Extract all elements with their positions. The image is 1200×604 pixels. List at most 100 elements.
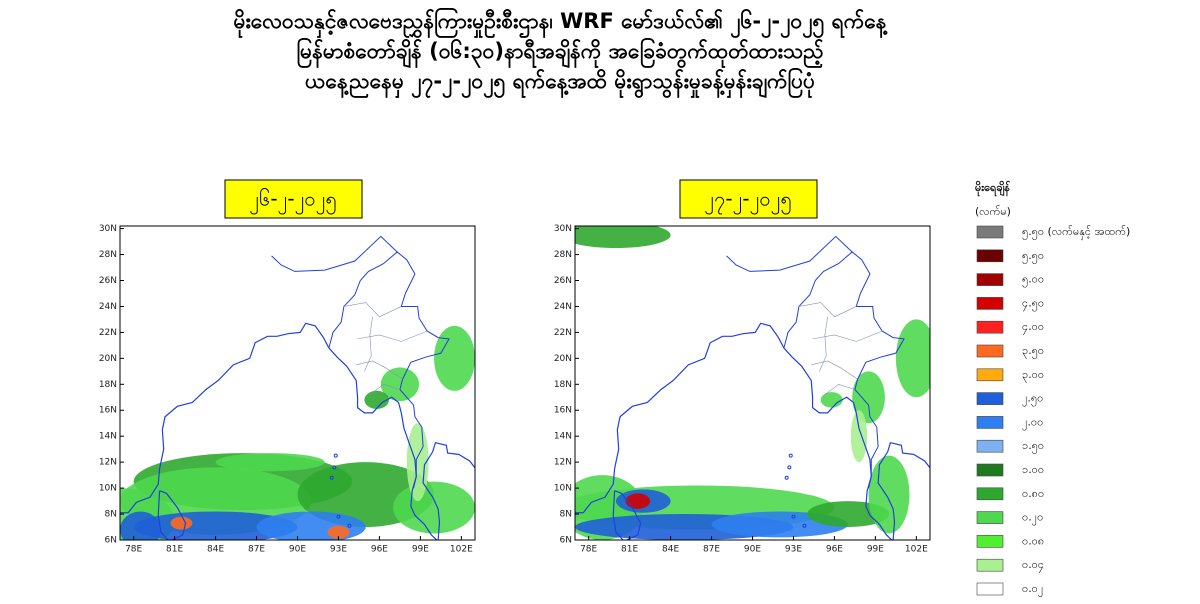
- state-border: [824, 383, 855, 395]
- title-line: ယနေ့ညနေမှ ၂၇-၂-၂၀၂၅ ရက်နေ့အထိ မိုးရွာသွန…: [305, 66, 815, 99]
- legend-swatch: [976, 463, 1004, 477]
- country-border: [328, 251, 450, 489]
- state-border: [364, 316, 373, 372]
- lon-label: 81E: [166, 545, 183, 555]
- island: [784, 475, 789, 480]
- lat-label: 24N: [554, 302, 572, 312]
- island: [787, 465, 792, 470]
- lat-label: 20N: [99, 354, 117, 364]
- lat-label: 20N: [554, 354, 572, 364]
- legend-swatch: [976, 582, 1004, 596]
- state-border: [819, 316, 828, 372]
- lat-label: 12N: [554, 458, 572, 468]
- lon-label: 78E: [580, 545, 597, 555]
- title-line: မြန်မာစံတော်ချိန် (၀၆:၃၀)နာရီအချိန်ကို အ…: [296, 36, 823, 69]
- island: [788, 453, 793, 458]
- legend-label: ၀.၈၀: [1022, 487, 1044, 500]
- lat-label: 24N: [99, 302, 117, 312]
- rain-area: [215, 453, 325, 472]
- state-border: [369, 383, 400, 395]
- rain-area: [380, 367, 420, 402]
- rain-area: [327, 525, 350, 539]
- island: [333, 453, 338, 458]
- legend-swatch: [976, 558, 1004, 572]
- legend-label: ၁.၀၀: [1022, 463, 1044, 476]
- lon-label: 93E: [785, 545, 802, 555]
- legend-label: ၀.၀၄: [1022, 558, 1044, 573]
- state-border: [356, 360, 403, 380]
- lat-label: 8N: [105, 510, 117, 520]
- lat-label: 18N: [554, 380, 572, 390]
- lat-label: 30N: [99, 224, 117, 234]
- legend-swatch: [976, 535, 1004, 548]
- legend-label: ၅.၅၀: [1022, 249, 1044, 264]
- coastline: [877, 441, 930, 540]
- map-area: [575, 226, 930, 540]
- coastline: [422, 441, 475, 540]
- island: [329, 475, 334, 480]
- lon-label: 99E: [867, 545, 884, 555]
- legend-label: ၀.၂၀: [1022, 511, 1043, 526]
- date-box: [224, 179, 363, 219]
- lat-label: 18N: [99, 380, 117, 390]
- lon-label: 96E: [826, 545, 843, 555]
- legend-swatch: [976, 297, 1004, 310]
- country-border: [271, 235, 398, 272]
- rain-area: [807, 501, 890, 528]
- lat-label: 22N: [99, 328, 117, 338]
- state-border: [357, 330, 428, 342]
- rain-area: [895, 319, 930, 398]
- legend-label: ၄.၀၀: [1022, 320, 1044, 335]
- lat-label: 16N: [99, 406, 117, 416]
- island: [802, 523, 807, 528]
- lat-label: 6N: [560, 536, 572, 546]
- rain-area: [625, 493, 651, 509]
- legend-label: ၃.၀၀: [1022, 368, 1044, 383]
- rain-area: [393, 481, 475, 534]
- panel-date: ၂၇-၂-၂၀၂၅: [704, 187, 791, 215]
- legend-unit: (လက်မ): [975, 205, 1011, 218]
- legend-swatch: [976, 511, 1004, 524]
- rain-area: [820, 392, 843, 408]
- country-border: [783, 251, 905, 489]
- legend-label: ၃.၅၀: [1022, 344, 1044, 359]
- legend-title: မိုးရေချိန်: [975, 180, 1011, 197]
- legend-label: ၄.၅၀: [1022, 296, 1044, 311]
- lon-label: 93E: [330, 545, 347, 555]
- lon-label: 78E: [125, 545, 142, 555]
- panel-date: ၂၆-၂-၂၀၂၅: [249, 187, 336, 215]
- island: [791, 514, 796, 519]
- state-border: [811, 360, 858, 380]
- legend-label: ၀.၀၂: [1022, 582, 1043, 597]
- legend-label: ၀.၀၈: [1022, 534, 1044, 547]
- lat-label: 6N: [105, 536, 117, 546]
- lat-label: 26N: [554, 276, 572, 286]
- legend-swatch: [976, 439, 1004, 453]
- lon-label: 81E: [621, 545, 638, 555]
- lon-label: 90E: [744, 545, 761, 555]
- lat-label: 10N: [554, 484, 572, 494]
- lon-label: 87E: [703, 545, 720, 555]
- legend-swatch: [976, 368, 1004, 382]
- title-line: မိုးလေဝသနှင့်ဇလဗေဒညွှန်ကြားမှုဦးစီးဌာန၊ …: [233, 6, 889, 39]
- lat-label: 10N: [99, 484, 117, 494]
- legend-swatch: [976, 249, 1004, 263]
- coastline: [120, 322, 438, 540]
- lon-label: 99E: [412, 545, 429, 555]
- rain-area: [852, 371, 885, 424]
- lon-label: 96E: [371, 545, 388, 555]
- legend-label: ၁.၅၀: [1022, 439, 1044, 454]
- island: [347, 523, 352, 528]
- island: [336, 514, 341, 519]
- legend-swatch: [976, 416, 1004, 429]
- legend-swatch: [976, 320, 1004, 334]
- rain-area: [406, 423, 429, 502]
- legend-swatch: [976, 273, 1004, 286]
- legend-swatch: [976, 225, 1004, 239]
- lon-label: 84E: [662, 545, 679, 555]
- rain-area: [120, 511, 161, 540]
- legend-label: ၅.၅၀ (လက်မနှင့် အထက်): [1022, 225, 1130, 240]
- coastline: [612, 490, 642, 540]
- lat-label: 30N: [554, 224, 572, 234]
